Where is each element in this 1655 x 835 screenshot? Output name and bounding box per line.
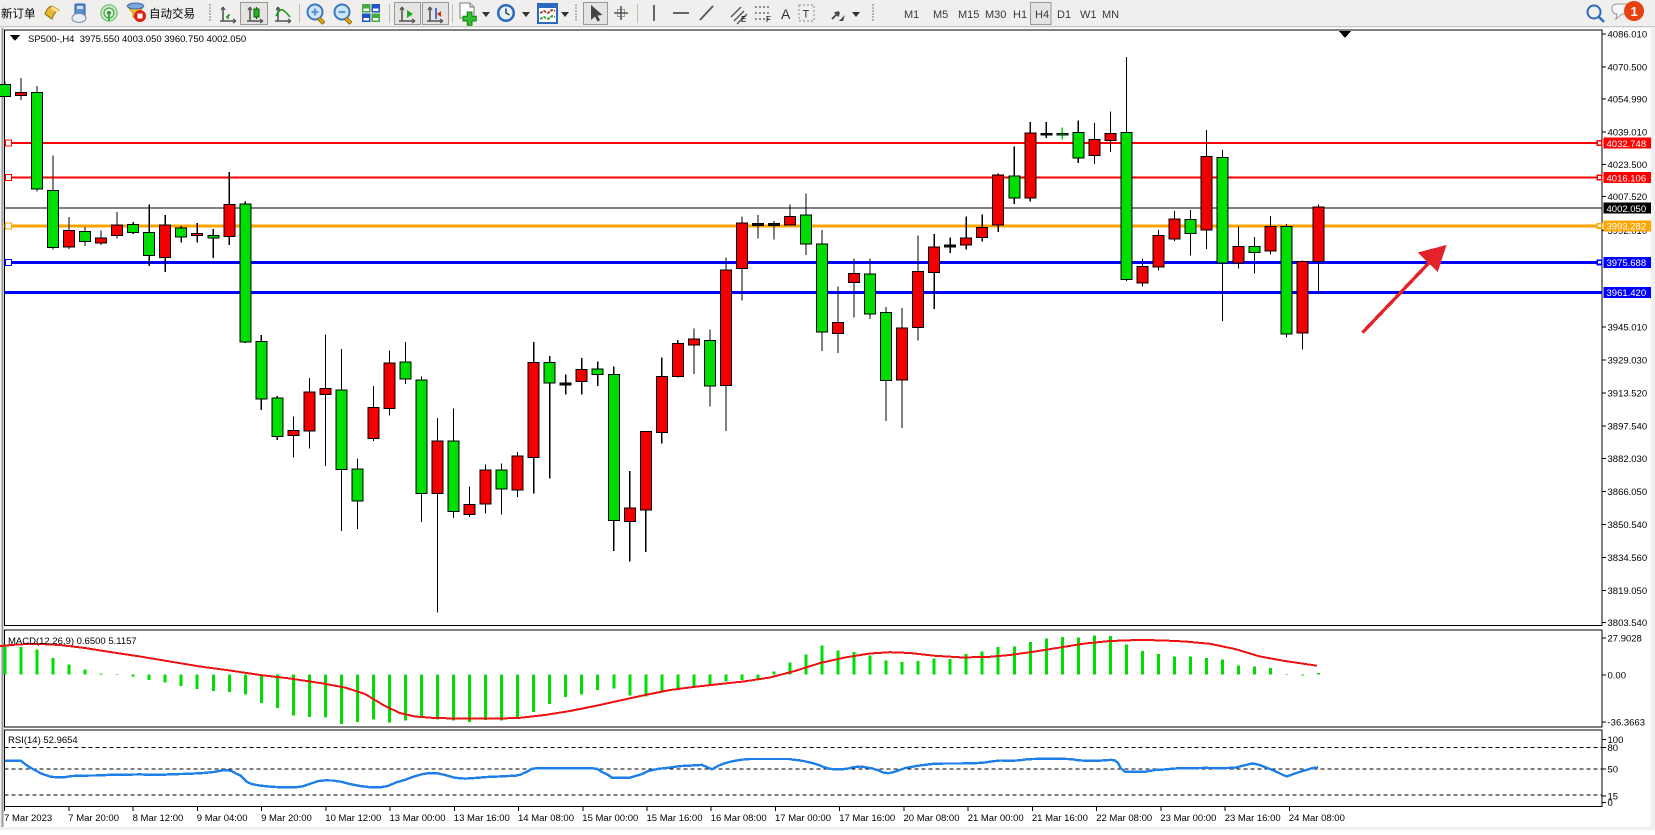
svg-text:3882.030: 3882.030 — [1608, 454, 1648, 465]
svg-text:8 Mar 12:00: 8 Mar 12:00 — [133, 813, 184, 824]
svg-text:4039.010: 4039.010 — [1608, 128, 1648, 139]
svg-text:4016.106: 4016.106 — [1607, 173, 1647, 184]
svg-text:22 Mar 08:00: 22 Mar 08:00 — [1096, 813, 1152, 824]
svg-text:H4: H4 — [1035, 9, 1049, 21]
svg-text:3945.010: 3945.010 — [1608, 323, 1648, 334]
svg-text:M5: M5 — [933, 9, 948, 21]
svg-text:4032.748: 4032.748 — [1607, 139, 1647, 150]
svg-text:4054.990: 4054.990 — [1608, 95, 1648, 106]
svg-text:7 Mar 20:00: 7 Mar 20:00 — [68, 813, 119, 824]
svg-text:23 Mar 00:00: 23 Mar 00:00 — [1160, 813, 1216, 824]
svg-text:14 Mar 08:00: 14 Mar 08:00 — [518, 813, 574, 824]
svg-text:15 Mar 16:00: 15 Mar 16:00 — [647, 813, 703, 824]
svg-text:3993.282: 3993.282 — [1607, 222, 1647, 233]
svg-text:3866.050: 3866.050 — [1608, 487, 1648, 498]
svg-text:-36.3663: -36.3663 — [1608, 718, 1646, 729]
svg-text:T: T — [803, 9, 810, 21]
svg-text:A: A — [781, 6, 791, 22]
svg-text:4007.520: 4007.520 — [1608, 192, 1648, 203]
svg-text:3803.540: 3803.540 — [1608, 618, 1648, 629]
svg-text:16 Mar 08:00: 16 Mar 08:00 — [711, 813, 767, 824]
svg-text:50: 50 — [1608, 765, 1619, 776]
svg-text:RSI(14) 52.9654: RSI(14) 52.9654 — [8, 735, 78, 746]
svg-text:0.00: 0.00 — [1608, 670, 1627, 681]
svg-text:3961.420: 3961.420 — [1607, 288, 1647, 299]
svg-text:3913.520: 3913.520 — [1608, 389, 1648, 400]
svg-text:3897.540: 3897.540 — [1608, 422, 1648, 433]
svg-text:新订单: 新订单 — [1, 7, 36, 21]
svg-text:自动交易: 自动交易 — [149, 7, 195, 21]
svg-text:H1: H1 — [1013, 9, 1027, 21]
svg-text:15 Mar 00:00: 15 Mar 00:00 — [582, 813, 638, 824]
svg-text:3819.050: 3819.050 — [1608, 586, 1648, 597]
svg-text:3929.030: 3929.030 — [1608, 356, 1648, 367]
svg-text:21 Mar 16:00: 21 Mar 16:00 — [1032, 813, 1088, 824]
svg-text:17 Mar 00:00: 17 Mar 00:00 — [775, 813, 831, 824]
svg-text:9 Mar 04:00: 9 Mar 04:00 — [197, 813, 248, 824]
svg-text:MACD(12,26,9) 0.6500 5.1157: MACD(12,26,9) 0.6500 5.1157 — [8, 636, 137, 647]
svg-text:80: 80 — [1608, 743, 1619, 754]
svg-text:3850.540: 3850.540 — [1608, 520, 1648, 531]
svg-text:F: F — [766, 15, 771, 24]
svg-text:D1: D1 — [1057, 9, 1071, 21]
svg-text:MN: MN — [1102, 9, 1119, 21]
svg-text:7 Mar 2023: 7 Mar 2023 — [4, 813, 52, 824]
svg-text:M30: M30 — [985, 9, 1006, 21]
svg-text:M1: M1 — [904, 9, 919, 21]
svg-text:9 Mar 20:00: 9 Mar 20:00 — [261, 813, 312, 824]
svg-text:M15: M15 — [958, 9, 979, 21]
svg-text:23 Mar 16:00: 23 Mar 16:00 — [1225, 813, 1281, 824]
svg-text:13 Mar 16:00: 13 Mar 16:00 — [454, 813, 510, 824]
svg-text:21 Mar 00:00: 21 Mar 00:00 — [968, 813, 1024, 824]
svg-text:27.9028: 27.9028 — [1608, 634, 1642, 645]
svg-text:10 Mar 12:00: 10 Mar 12:00 — [325, 813, 381, 824]
svg-text:0: 0 — [1608, 798, 1613, 809]
svg-text:4023.500: 4023.500 — [1608, 160, 1648, 171]
svg-text:20 Mar 08:00: 20 Mar 08:00 — [904, 813, 960, 824]
svg-text:E: E — [741, 15, 746, 24]
svg-text:3975.688: 3975.688 — [1607, 258, 1647, 269]
svg-text:4002.050: 4002.050 — [1607, 204, 1647, 215]
svg-text:W1: W1 — [1080, 9, 1097, 21]
svg-text:4070.500: 4070.500 — [1608, 63, 1648, 74]
svg-text:SP500-,H4 3975.550 4003.050 3: SP500-,H4 3975.550 4003.050 3960.750 400… — [28, 34, 246, 45]
svg-text:17 Mar 16:00: 17 Mar 16:00 — [839, 813, 895, 824]
svg-text:24 Mar 08:00: 24 Mar 08:00 — [1289, 813, 1345, 824]
svg-text:13 Mar 00:00: 13 Mar 00:00 — [390, 813, 446, 824]
svg-text:3834.560: 3834.560 — [1608, 553, 1648, 564]
svg-text:1: 1 — [1631, 4, 1638, 19]
